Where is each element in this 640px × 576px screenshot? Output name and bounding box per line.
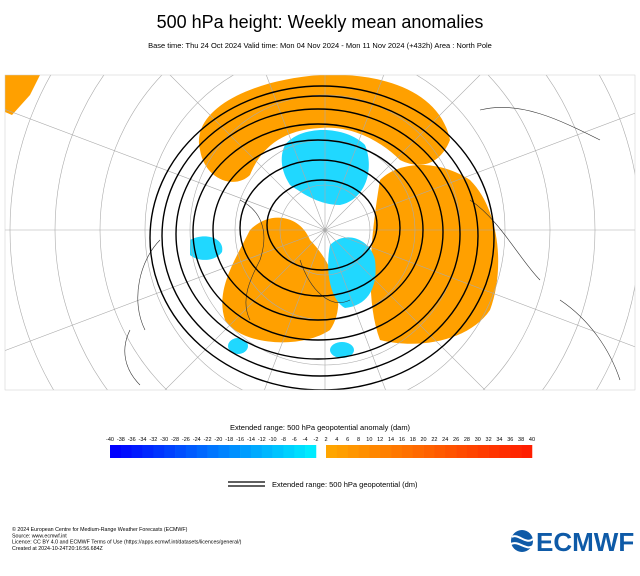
colorbar-tick-label: -12 xyxy=(258,437,266,443)
footer: © 2024 European Centre for Medium-Range … xyxy=(12,526,242,552)
colorbar-tick-label: 34 xyxy=(496,437,502,443)
colorbar-tick-label: -6 xyxy=(292,437,297,443)
colorbar-bin xyxy=(131,445,143,458)
colorbar-tick-label: 38 xyxy=(518,437,524,443)
colorbar-bin xyxy=(412,445,424,458)
footer-line: Licence: CC BY 4.0 and ECMWF Terms of Us… xyxy=(12,540,242,546)
colorbar-tick-label: 8 xyxy=(357,437,360,443)
colorbar-tick-label: 18 xyxy=(410,437,416,443)
colorbar-bin xyxy=(240,445,252,458)
colorbar-label: Extended range: 500 hPa geopotential ano… xyxy=(230,423,411,432)
colorbar-tick-label: 22 xyxy=(431,437,437,443)
colorbar-bin xyxy=(261,445,273,458)
colorbar-bin xyxy=(185,445,198,458)
colorbar: -40 -38 -36 -34 -32 -30 -28 -26 -24 -22 -20 -18 -16-… xyxy=(106,437,535,458)
colorbar-tick-label: -28 xyxy=(171,437,179,443)
footer-line: Created at 2024-10-24T20:16:56.684Z xyxy=(12,546,103,552)
colorbar-tick-label: -34 xyxy=(139,437,147,443)
colorbar-tick-label: -26 xyxy=(182,437,190,443)
colorbar-tick-label: -16 xyxy=(236,437,244,443)
colorbar-tick-label: -22 xyxy=(204,437,212,443)
logo-text: ECMWF xyxy=(536,527,634,557)
colorbar-bin xyxy=(175,445,187,458)
colorbar-tick-label: 10 xyxy=(366,437,372,443)
colorbar-tick-label: 14 xyxy=(388,437,394,443)
colorbar-bin xyxy=(434,445,446,458)
colorbar-tick-label: 12 xyxy=(377,437,383,443)
colorbar-tick-label: -36 xyxy=(128,437,136,443)
colorbar-bin xyxy=(272,445,284,458)
colorbar-bin xyxy=(477,445,489,458)
colorbar-bin xyxy=(326,445,338,458)
colorbar-bin xyxy=(466,445,479,458)
colorbar-bin xyxy=(336,445,348,458)
title: 500 hPa height: Weekly mean anomalies xyxy=(157,12,484,32)
colorbar-tick-label: 28 xyxy=(464,437,470,443)
legend-label: Extended range: 500 hPa geopotential (dm… xyxy=(272,480,418,489)
colorbar-bin xyxy=(110,445,122,458)
colorbar-bin xyxy=(207,445,219,458)
colorbar-bin xyxy=(369,445,381,458)
colorbar-bin xyxy=(380,445,392,458)
colorbar-bin xyxy=(283,445,295,458)
colorbar-tick-label: 32 xyxy=(486,437,492,443)
colorbar-bin xyxy=(164,445,176,458)
colorbar-bin xyxy=(294,445,306,458)
colorbar-bin xyxy=(488,445,500,458)
colorbar-tick-label: 40 xyxy=(529,437,535,443)
colorbar-tick-label: 24 xyxy=(442,437,448,443)
colorbar-tick-label: -20 xyxy=(214,437,222,443)
colorbar-bin xyxy=(229,445,241,458)
colorbar-tick-label: -4 xyxy=(303,437,308,443)
colorbar-bin xyxy=(521,445,533,458)
colorbar-tick-label: -24 xyxy=(193,437,201,443)
colorbar-tick-label: -18 xyxy=(225,437,233,443)
colorbar-tick-label: 6 xyxy=(346,437,349,443)
colorbar-tick-label: 2 xyxy=(324,437,327,443)
colorbar-bin xyxy=(196,445,208,458)
colorbar-tick-label: 30 xyxy=(475,437,481,443)
colorbar-bin xyxy=(250,445,263,458)
colorbar-bin xyxy=(445,445,457,458)
colorbar-tick-label: 26 xyxy=(453,437,459,443)
footer-line: © 2024 European Centre for Medium-Range … xyxy=(12,526,188,533)
colorbar-bin xyxy=(456,445,468,458)
colorbar-bin xyxy=(218,445,230,458)
colorbar-tick-label: -10 xyxy=(269,437,277,443)
colorbar-bin xyxy=(510,445,522,458)
colorbar-bin xyxy=(142,445,154,458)
logo: ECMWF xyxy=(510,527,634,557)
colorbar-tick-label: -38 xyxy=(117,437,125,443)
colorbar-tick-label: -14 xyxy=(247,437,255,443)
colorbar-bin xyxy=(120,445,132,458)
colorbar-bin xyxy=(499,445,511,458)
colorbar-tick-label: 16 xyxy=(399,437,405,443)
colorbar-bin xyxy=(347,445,359,458)
colorbar-tick-label: 36 xyxy=(507,437,513,443)
colorbar-tick-label: -8 xyxy=(281,437,286,443)
colorbar-tick-label: -40 xyxy=(106,437,114,443)
colorbar-bin xyxy=(358,445,370,458)
footer-line: Source: www.ecmwf.int xyxy=(12,533,67,539)
subtitle: Base time: Thu 24 Oct 2024 Valid time: M… xyxy=(148,41,492,50)
colorbar-bin xyxy=(305,445,317,458)
colorbar-tick-label: -2 xyxy=(314,437,319,443)
colorbar-bin xyxy=(391,445,403,458)
colorbar-tick-label: 20 xyxy=(420,437,426,443)
colorbar-bin xyxy=(401,445,414,458)
colorbar-tick-label: -32 xyxy=(149,437,157,443)
colorbar-tick-label: -30 xyxy=(160,437,168,443)
colorbar-tick-label: 4 xyxy=(335,437,338,443)
colorbar-bin xyxy=(423,445,435,458)
colorbar-bin xyxy=(153,445,165,458)
